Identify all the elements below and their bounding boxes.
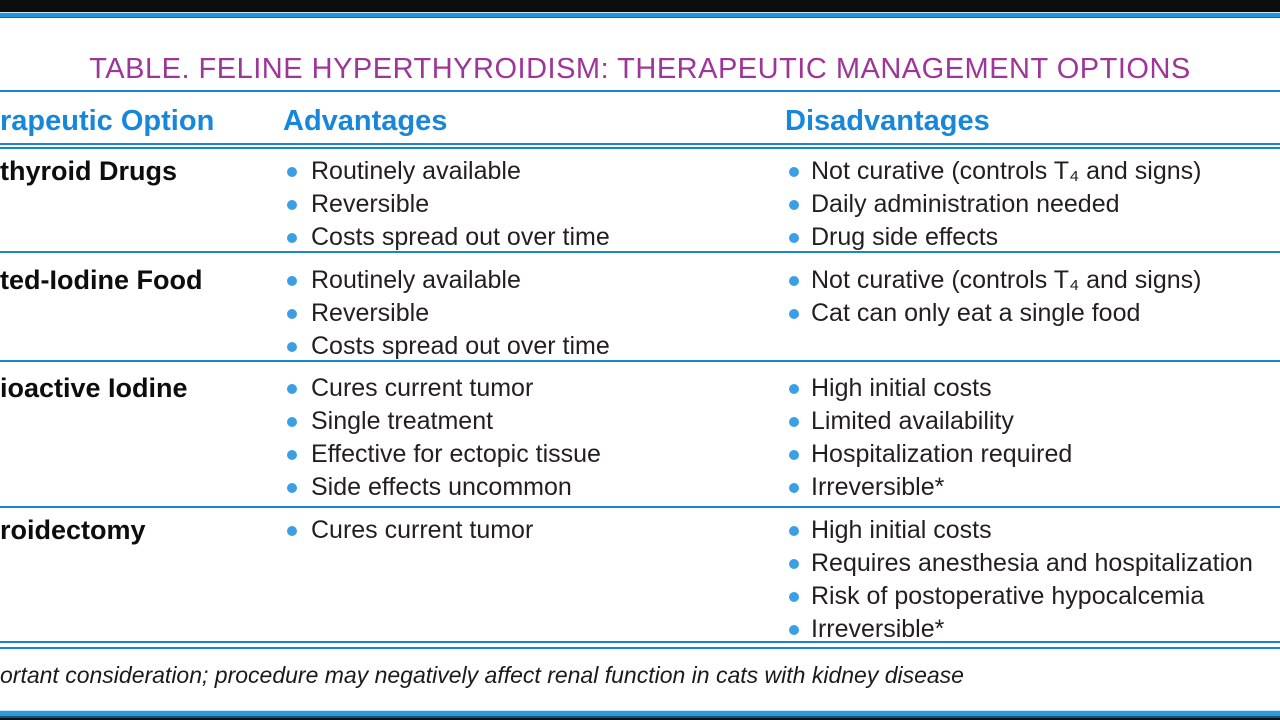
row2-advantages-list: Routinely available Reversible Costs spr… [287,264,767,363]
list-item: Hospitalization required [789,438,1280,471]
bullet-icon [789,308,799,319]
bottom-blue-rule [0,711,1280,716]
list-item: Reversible [287,188,767,221]
row-separator-2 [0,360,1280,362]
bottom-black-bar [0,718,1280,720]
column-header-therapeutic-option: rapeutic Option [0,105,215,137]
list-item: Cat can only eat a single food [789,297,1280,330]
bullet-icon [287,449,297,460]
row2-option-label: ted-Iodine Food [0,265,203,295]
row4-advantages-list: Cures current tumor [287,514,767,547]
rule-under-header-2 [0,147,1280,149]
bullet-icon [287,416,297,427]
list-item: Routinely available [287,155,767,188]
bottom-light-rule [0,710,1280,711]
top-blue-rule [0,13,1280,17]
bullet-icon [287,482,297,493]
bullet-icon [789,275,799,286]
bullet-icon [287,199,297,210]
rule-under-title [0,90,1280,92]
table-title: TABLE. FELINE HYPERTHYROIDISM: THERAPEUT… [89,53,1191,85]
row1-advantages-list: Routinely available Reversible Costs spr… [287,155,767,254]
bullet-icon [789,416,799,427]
bullet-icon [789,449,799,460]
list-item: Risk of postoperative hypocalcemia [789,580,1280,613]
bullet-icon [789,199,799,210]
list-item: High initial costs [789,514,1280,547]
row2-disadvantages-list: Not curative (controls T₄ and signs) Cat… [789,264,1280,330]
rule-above-footnote-2 [0,647,1280,649]
list-item: Costs spread out over time [287,330,767,363]
bullet-icon [287,525,297,536]
row3-disadvantages-list: High initial costs Limited availability … [789,372,1280,504]
list-item: Cures current tumor [287,372,767,405]
bullet-icon [789,383,799,394]
list-item: Not curative (controls T₄ and signs) [789,264,1280,297]
bullet-icon [789,166,799,177]
list-item: Not curative (controls T₄ and signs) [789,155,1280,188]
list-item: Requires anesthesia and hospitalization [789,547,1280,580]
row1-option-label: thyroid Drugs [0,156,178,186]
list-item: Drug side effects [789,221,1280,254]
list-item: Daily administration needed [789,188,1280,221]
list-item: Routinely available [287,264,767,297]
rule-under-header-1 [0,143,1280,145]
list-item: Limited availability [789,405,1280,438]
list-item: Costs spread out over time [287,221,767,254]
row3-option-label: ioactive Iodine [0,373,188,403]
list-item: Effective for ectopic tissue [287,438,767,471]
list-item: Side effects uncommon [287,471,767,504]
bullet-icon [789,525,799,536]
list-item: Irreversible* [789,613,1280,646]
list-item: Single treatment [287,405,767,438]
row4-option-label: roidectomy [0,515,146,545]
row-separator-3 [0,506,1280,508]
bullet-icon [789,232,799,243]
bullet-icon [287,275,297,286]
bullet-icon [287,383,297,394]
row3-advantages-list: Cures current tumor Single treatment Eff… [287,372,767,504]
list-item: High initial costs [789,372,1280,405]
list-item: Cures current tumor [287,514,767,547]
bullet-icon [789,591,799,602]
bullet-icon [287,166,297,177]
bullet-icon [287,341,297,352]
column-header-advantages: Advantages [283,105,448,137]
top-black-bar [0,0,1280,12]
bullet-icon [789,624,799,635]
top-light-rule [0,12,1280,13]
bullet-icon [287,232,297,243]
bullet-icon [789,558,799,569]
footnote-text: ortant consideration; procedure may nega… [0,662,964,688]
bullet-icon [287,308,297,319]
bottom-navy-rule [0,716,1280,718]
rule-above-footnote-1 [0,641,1280,643]
top-dark-rule [0,17,1280,18]
list-item: Irreversible* [789,471,1280,504]
list-item: Reversible [287,297,767,330]
row1-disadvantages-list: Not curative (controls T₄ and signs) Dai… [789,155,1280,254]
column-header-disadvantages: Disadvantages [785,105,990,137]
bullet-icon [789,482,799,493]
row4-disadvantages-list: High initial costs Requires anesthesia a… [789,514,1280,646]
row-separator-1 [0,251,1280,253]
